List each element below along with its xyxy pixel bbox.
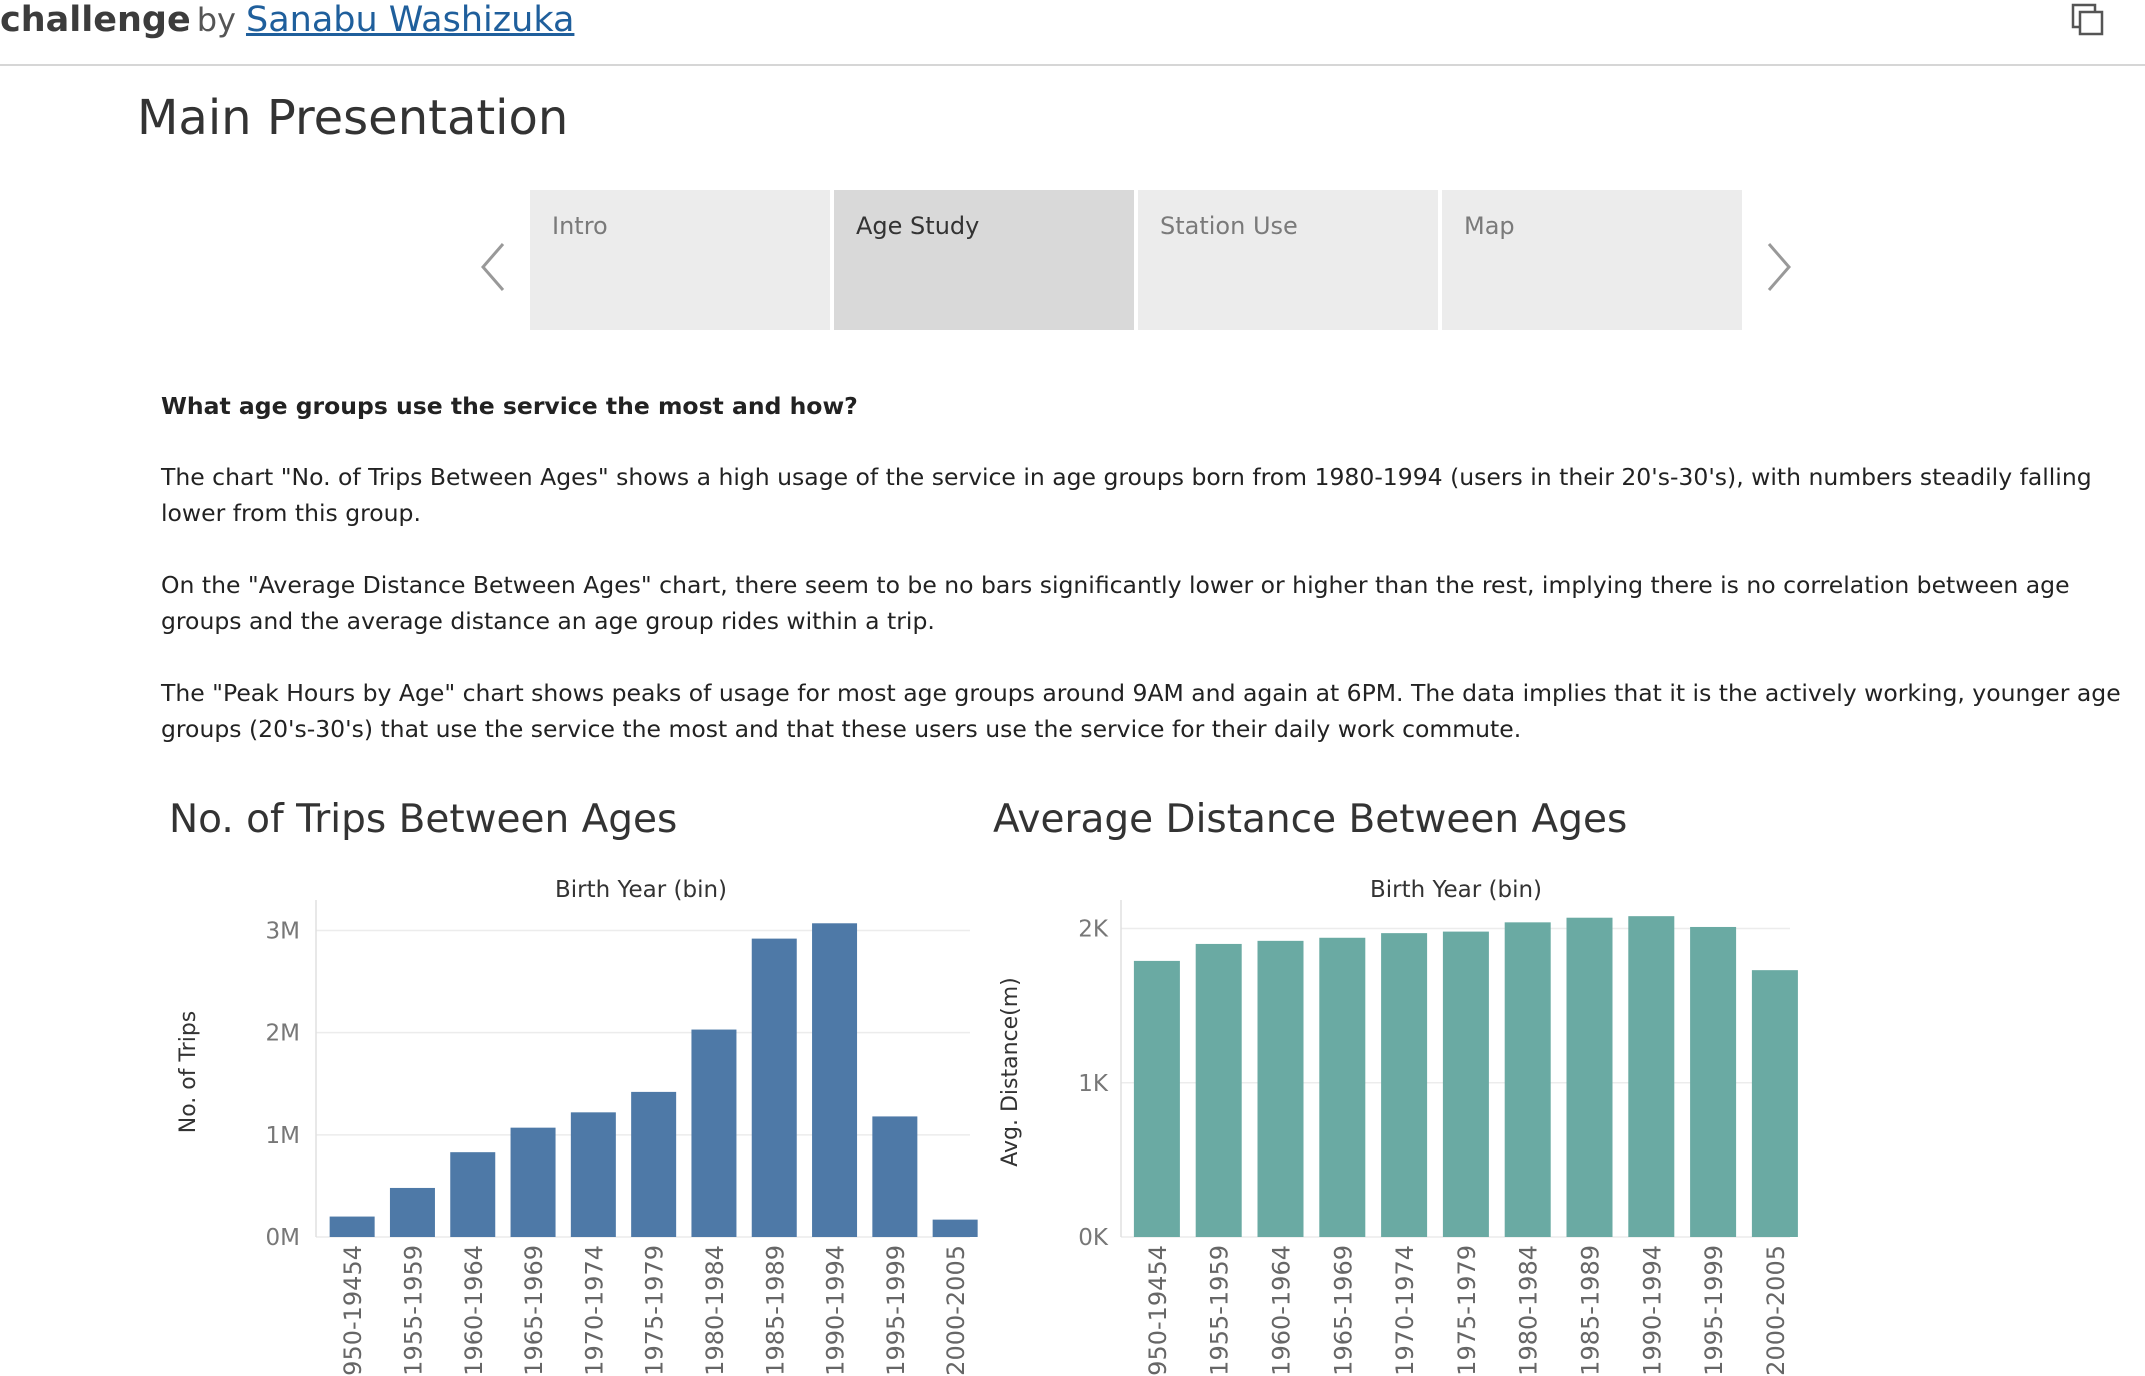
tab-station-use[interactable]: Station Use bbox=[1138, 190, 1438, 330]
x-tick-label: 1955-1959 bbox=[399, 1245, 427, 1376]
bar-distance-0[interactable] bbox=[1133, 960, 1180, 1237]
y-axis-title: Avg. Distance(m) bbox=[998, 977, 1023, 1167]
bar-trips-8[interactable] bbox=[812, 923, 858, 1237]
paragraph-peak-hours: The "Peak Hours by Age" chart shows peak… bbox=[161, 679, 2121, 743]
x-tick-label: 1960-1964 bbox=[1268, 1245, 1296, 1376]
bar-trips-10[interactable] bbox=[932, 1219, 978, 1237]
y-tick-label: 0M bbox=[266, 1225, 300, 1251]
paragraph-trips: The chart "No. of Trips Between Ages" sh… bbox=[161, 463, 2092, 527]
tab-intro[interactable]: Intro bbox=[530, 190, 830, 330]
x-tick-label: 1995-1999 bbox=[1700, 1245, 1728, 1376]
x-tick-label: 1975-1979 bbox=[1453, 1245, 1481, 1376]
y-tick-label: 1K bbox=[1078, 1071, 1109, 1097]
chart-distance: 0K 1K 2K 1950-19454 1955-1959 1960-1964 1965-1… bbox=[998, 877, 1798, 1376]
copy-icon[interactable] bbox=[2070, 2, 2106, 38]
bar-distance-6[interactable] bbox=[1504, 922, 1551, 1237]
tab-age-study[interactable]: Age Study bbox=[834, 190, 1134, 330]
workbook-name: challenge bbox=[0, 0, 191, 40]
x-axis-title: Birth Year (bin) bbox=[1370, 877, 1542, 903]
page-title: Main Presentation bbox=[137, 90, 569, 146]
bar-trips-2[interactable] bbox=[450, 1152, 496, 1237]
tab-label: Intro bbox=[552, 212, 608, 240]
y-tick-label: 2M bbox=[266, 1021, 300, 1047]
bar-trips-7[interactable] bbox=[751, 938, 797, 1237]
x-tick-label: 1960-1964 bbox=[460, 1245, 488, 1376]
x-tick-label: 1975-1979 bbox=[641, 1245, 669, 1376]
x-axis-title: Birth Year (bin) bbox=[555, 877, 727, 903]
chart-trips: 0M 1M 2M 3M 1950-19454 1955-1959 1960-1964 1965… bbox=[176, 877, 978, 1376]
x-tick-label: 2000-2005 bbox=[1762, 1245, 1790, 1376]
x-tick-label: 1950-19454 bbox=[339, 1245, 367, 1376]
bar-distance-1[interactable] bbox=[1195, 943, 1242, 1237]
bar-trips-4[interactable] bbox=[570, 1112, 616, 1237]
x-tick-label: 1980-1984 bbox=[1515, 1245, 1543, 1376]
x-tick-label: 1965-1969 bbox=[1329, 1245, 1357, 1376]
x-tick-label: 1990-1994 bbox=[1638, 1245, 1666, 1376]
paragraph-distance: On the "Average Distance Between Ages" c… bbox=[161, 571, 2070, 635]
bar-trips-0[interactable] bbox=[329, 1216, 375, 1237]
bar-trips-3[interactable] bbox=[510, 1127, 556, 1237]
bar-trips-1[interactable] bbox=[389, 1187, 435, 1237]
bar-distance-7[interactable] bbox=[1566, 917, 1613, 1237]
bar-distance-3[interactable] bbox=[1319, 937, 1366, 1237]
bar-trips-6[interactable] bbox=[691, 1029, 737, 1237]
x-tick-label: 1985-1989 bbox=[761, 1245, 789, 1376]
x-tick-label: 1970-1974 bbox=[1391, 1245, 1419, 1376]
bar-trips-9[interactable] bbox=[872, 1116, 918, 1237]
question-heading: What age groups use the service the most… bbox=[161, 392, 858, 420]
x-tick-label: 1980-1984 bbox=[701, 1245, 729, 1376]
y-tick-label: 2K bbox=[1078, 917, 1109, 943]
tab-label: Age Study bbox=[856, 212, 980, 240]
x-tick-label: 1970-1974 bbox=[580, 1245, 608, 1376]
y-axis-title: No. of Trips bbox=[176, 1011, 201, 1134]
y-tick-label: 1M bbox=[266, 1123, 300, 1149]
y-tick-label: 0K bbox=[1078, 1225, 1109, 1251]
x-tick-label: 1985-1989 bbox=[1577, 1245, 1605, 1376]
tab-label: Station Use bbox=[1160, 212, 1298, 240]
top-bar: challenge by Sanabu Washizuka bbox=[0, 0, 2145, 66]
chevron-right-icon[interactable] bbox=[1757, 232, 1797, 302]
author-link[interactable]: Sanabu Washizuka bbox=[245, 0, 575, 40]
x-tick-label: 1955-1959 bbox=[1206, 1245, 1234, 1376]
chart-title-distance: Average Distance Between Ages bbox=[993, 797, 1628, 842]
bar-distance-9[interactable] bbox=[1690, 926, 1737, 1237]
bar-distance-2[interactable] bbox=[1257, 940, 1304, 1237]
tab-label: Map bbox=[1464, 212, 1515, 240]
bar-trips-5[interactable] bbox=[631, 1091, 677, 1237]
bar-distance-10[interactable] bbox=[1751, 970, 1798, 1237]
x-tick-label: 1950-19454 bbox=[1144, 1245, 1172, 1376]
bar-distance-5[interactable] bbox=[1442, 931, 1489, 1237]
x-tick-label: 1965-1969 bbox=[520, 1245, 548, 1376]
chevron-left-icon[interactable] bbox=[475, 232, 515, 302]
x-tick-label: 1990-1994 bbox=[822, 1245, 850, 1376]
tab-map[interactable]: Map bbox=[1442, 190, 1742, 330]
description-text: What age groups use the service the most… bbox=[161, 388, 2121, 783]
workbook-header: challenge by Sanabu Washizuka bbox=[0, 0, 574, 42]
chart-title-trips: No. of Trips Between Ages bbox=[169, 797, 678, 842]
x-tick-label: 2000-2005 bbox=[942, 1245, 970, 1376]
bar-distance-4[interactable] bbox=[1381, 933, 1428, 1237]
y-tick-label: 3M bbox=[266, 918, 300, 944]
by-label: by bbox=[196, 1, 236, 39]
x-tick-label: 1995-1999 bbox=[882, 1245, 910, 1376]
bar-distance-8[interactable] bbox=[1628, 916, 1675, 1237]
